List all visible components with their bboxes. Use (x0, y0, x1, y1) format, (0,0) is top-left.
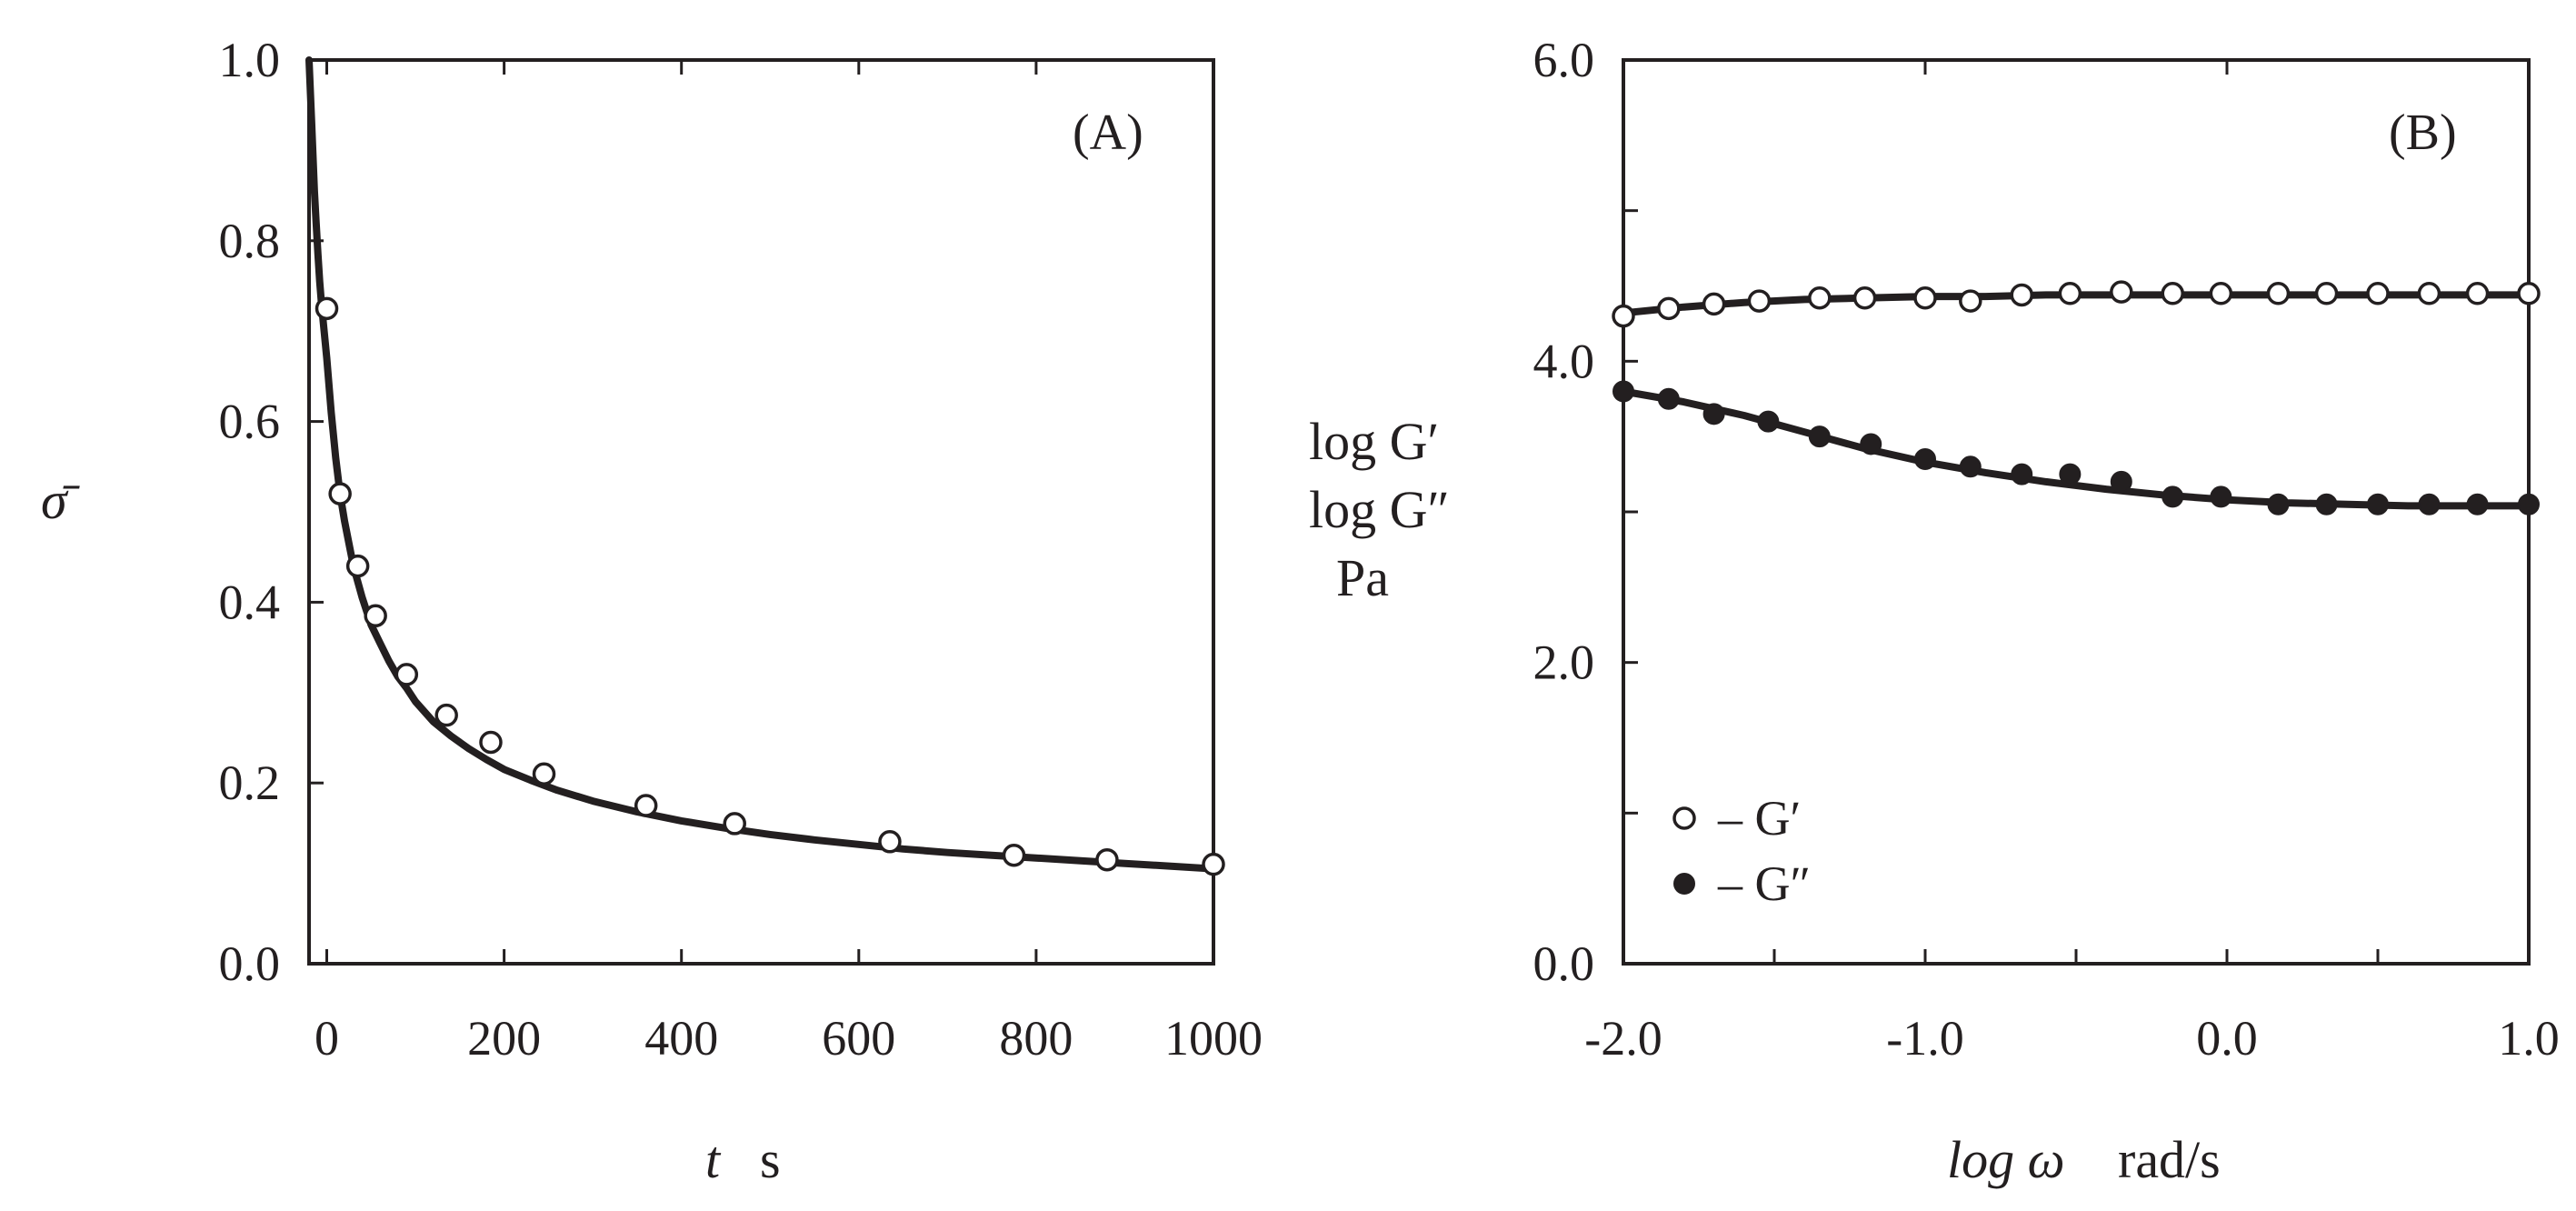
panel-b-data-point (1959, 289, 1982, 313)
panel-b-data-point (2417, 282, 2441, 305)
panel-b-ylabel-line2: log G″ (1309, 480, 1450, 539)
panel-b-ylabel-line1: log G′ (1309, 412, 1439, 471)
panel-a-xlabel-unit: s (760, 1130, 781, 1189)
panel-a-ytick-label: 0.4 (219, 575, 281, 629)
panel-b-data-point (2367, 493, 2389, 515)
panel-a-xtick-label: 200 (467, 1011, 541, 1066)
panel-b-data-point (2059, 463, 2082, 485)
panel-b-xlabel-unit: rad/s (2118, 1130, 2221, 1189)
panel-b-data-point (1959, 455, 1982, 478)
panel-a-xtick-label: 0 (315, 1011, 339, 1066)
panel-a-ticks: 0 200 400 600 800 1000 0.0 0.2 0.4 0.6 0.8 1.0 (219, 33, 1263, 1066)
panel-a-data-point (1095, 847, 1119, 872)
legend: – G′ – G″ (1672, 791, 1811, 911)
panel-b-xtick-label: 0.0 (2196, 1011, 2258, 1066)
panel-b-data-point (1657, 387, 1680, 410)
panel-b-xtick-label: -2.0 (1584, 1011, 1662, 1066)
panel-b-data-point (2110, 280, 2133, 304)
panel-a-data-point (364, 604, 387, 628)
panel-b-data-point (2315, 493, 2338, 515)
panel-b-points (1612, 280, 2541, 515)
panel-a-xtick-label: 800 (999, 1011, 1073, 1066)
panel-b-label: (B) (2389, 105, 2457, 161)
panel-b-data-point (1747, 289, 1772, 313)
panel-a-ytick-label: 0.6 (219, 395, 281, 449)
panel-a-ylabel: σ̄ (41, 471, 81, 530)
panel-b-data-point (1657, 296, 1681, 321)
panel-a-frame (307, 58, 1215, 966)
panel-b-data-point (1914, 448, 1936, 471)
panel-b-data-point (1808, 425, 1831, 448)
legend-label-g-prime: – G′ (1717, 791, 1801, 846)
panel-b-data-point (1757, 410, 1780, 433)
panel-b-xtick-label: -1.0 (1886, 1011, 1963, 1066)
panel-b-data-point (1702, 403, 1725, 425)
panel-a-data-point (315, 296, 339, 321)
panel-a-data-point (532, 762, 556, 786)
panel-a-ytick-label: 0.2 (219, 756, 281, 810)
panel-b-data-point (1702, 292, 1726, 316)
panel-b-data-point (2161, 282, 2184, 305)
panel-a-xtick-label: 1000 (1164, 1011, 1263, 1066)
panel-b-data-point (2466, 493, 2489, 515)
panel-a-ytick-label: 0.8 (219, 214, 281, 268)
panel-a-curves (305, 56, 1217, 873)
panel-a-data-point (1002, 843, 1026, 867)
panel-b-data-point (1612, 380, 1634, 403)
panel-a-data-point (394, 663, 419, 686)
panel-b-data-point (1913, 286, 1937, 310)
panel-b-data-point (2465, 282, 2490, 305)
panel-b-data-point (2418, 493, 2441, 515)
panel-a-data-point (345, 554, 370, 578)
panel-b-ytick-label: 2.0 (1533, 636, 1595, 690)
legend-marker-g-prime (1672, 806, 1696, 830)
panel-b-data-point (1808, 286, 1832, 310)
panel-b-ylabel-line3: Pa (1336, 548, 1389, 607)
panel-a-data-point (328, 482, 352, 505)
panel-b-data-point (1612, 304, 1635, 328)
panel-b-data-point (1860, 433, 1882, 455)
panel-a-ytick-label: 0.0 (219, 936, 281, 991)
panel-b-data-point (2210, 485, 2232, 508)
panel-b-data-point (2209, 282, 2233, 305)
panel-b-fit-curve (1620, 387, 2532, 510)
panel-a-points (315, 296, 1225, 876)
panel-a-xtick-label: 600 (822, 1011, 895, 1066)
panel-b-data-point (2162, 485, 2184, 508)
panel-b-data-point (2518, 493, 2540, 515)
panel-a-label: (A) (1073, 105, 1143, 161)
panel-b-data-point (2010, 283, 2033, 307)
panel-a-data-point (1202, 852, 1225, 876)
panel-b-xlabel-var: log ω (1947, 1130, 2065, 1189)
panel-b-data-point (2517, 282, 2541, 305)
panel-a-fit-curve (305, 56, 1217, 873)
panel-b-ticks: -2.0 -1.0 0.0 1.0 0.0 2.0 4.0 6.0 (1533, 33, 2560, 1066)
panel-b: (B) -2.0 -1.0 0.0 1.0 0.0 2.0 4.0 6.0 log G′ lo… (1309, 33, 2560, 1189)
panel-b-data-point (1852, 286, 1877, 310)
panel-a-data-point (434, 703, 458, 727)
legend-marker-g-double-prime (1673, 873, 1695, 895)
panel-b-ytick-label: 6.0 (1533, 33, 1595, 87)
panel-b-xtick-label: 1.0 (2498, 1011, 2560, 1066)
panel-a-xtick-label: 400 (644, 1011, 718, 1066)
panel-b-data-point (2267, 493, 2290, 515)
panel-b-data-point (2314, 282, 2339, 305)
panel-b-data-point (2058, 282, 2082, 305)
panel-b-data-point (2266, 282, 2291, 305)
panel-a-data-point (634, 794, 658, 817)
panel-a: (A) 0 200 400 600 800 10000.00.20.40.60.81.0 … (41, 33, 1263, 1189)
panel-a-data-point (479, 730, 503, 755)
panel-b-data-point (2011, 463, 2033, 485)
panel-b-ytick-label: 0.0 (1533, 936, 1595, 991)
panel-a-data-point (723, 812, 746, 836)
panel-a-data-point (878, 830, 902, 854)
panel-b-data-point (2366, 282, 2390, 305)
panel-a-ytick-label: 1.0 (219, 33, 281, 87)
legend-label-g-double-prime: – G″ (1717, 856, 1811, 911)
panel-a-xlabel-var: t (705, 1130, 722, 1189)
panel-b-data-point (2110, 470, 2132, 493)
panel-b-ytick-label: 4.0 (1533, 334, 1595, 388)
